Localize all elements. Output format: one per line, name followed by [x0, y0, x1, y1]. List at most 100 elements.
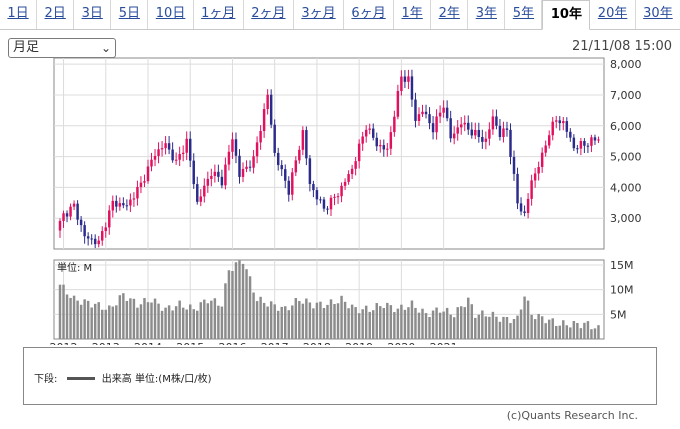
tab-11[interactable]: 3年 [468, 0, 506, 29]
candle-body [259, 131, 262, 143]
candle-body [393, 116, 396, 133]
volume-bar [597, 325, 600, 339]
tab-3[interactable]: 5日 [111, 0, 149, 29]
tab-2[interactable]: 3日 [74, 0, 112, 29]
candle-body [315, 190, 319, 200]
candle-body [512, 156, 516, 174]
volume-bar [291, 305, 294, 339]
volume-bar [547, 319, 551, 339]
candle-body [104, 227, 107, 232]
price-tick-label: 6,000 [610, 120, 642, 133]
tab-8[interactable]: 6ヶ月 [344, 0, 395, 29]
candle-body [329, 197, 333, 210]
candle-body [558, 120, 561, 124]
candle-body [86, 236, 90, 239]
candle-body [456, 127, 459, 134]
volume-bar [477, 314, 481, 339]
volume-bar [417, 312, 421, 339]
volume-bar [343, 301, 347, 339]
candle-body [241, 168, 245, 177]
candle-body [65, 213, 69, 217]
volume-bar [284, 306, 287, 339]
candle-body [129, 199, 132, 206]
volume-bar [431, 310, 435, 339]
candle-body [481, 136, 484, 142]
volume-bar [322, 308, 326, 339]
volume-tick-label: 5M [610, 308, 627, 321]
price-tick-label: 7,000 [610, 89, 642, 102]
candle-body [79, 219, 83, 226]
period-select[interactable]: 月足 ⌄ [8, 38, 116, 58]
tab-13[interactable]: 10年 [542, 0, 591, 30]
price-chart: 3,000 4,000 5,000 6,000 7,000 8,000 2012 2013 20… [50, 57, 642, 345]
volume-bar [188, 304, 192, 339]
volume-bar [452, 317, 456, 339]
tab-14[interactable]: 20年 [590, 0, 636, 29]
candle-body [167, 143, 171, 150]
candle-body [488, 129, 491, 139]
candle-body [227, 151, 231, 165]
candle-body [266, 94, 269, 110]
candle-body [83, 225, 86, 237]
candle-body [203, 185, 206, 197]
tab-5[interactable]: 1ヶ月 [194, 0, 244, 29]
tab-9[interactable]: 1年 [394, 0, 432, 29]
volume-bar [69, 297, 72, 339]
volume-bar [298, 301, 301, 339]
candle-body [593, 137, 597, 141]
candle-body [459, 124, 463, 128]
tab-4[interactable]: 10日 [148, 0, 194, 29]
candle-body [375, 137, 378, 147]
copyright: (c)Quants Research Inc. [506, 409, 638, 422]
volume-bar [329, 299, 333, 339]
volume-bar [248, 276, 252, 339]
volume-bar [357, 313, 361, 339]
candle-body [389, 132, 393, 149]
candle-body [343, 181, 347, 186]
volume-bar [463, 307, 466, 339]
candle-body [495, 116, 498, 126]
candle-body [93, 238, 97, 245]
candle-body [206, 178, 210, 186]
candle-body [583, 141, 586, 146]
volume-bar [280, 306, 283, 339]
volume-bar [79, 304, 83, 339]
tab-12[interactable]: 5年 [505, 0, 543, 29]
volume-bar [273, 304, 276, 339]
volume-bar [382, 308, 386, 339]
volume-bar [62, 284, 65, 339]
candle-body [340, 185, 343, 197]
volume-bar [129, 298, 132, 339]
volume-bar [386, 302, 389, 339]
candle-body [72, 203, 76, 207]
volume-bar [58, 284, 62, 339]
candle-body [178, 154, 181, 160]
volume-bar [305, 298, 308, 339]
volume-bar [262, 302, 266, 339]
candle-body [579, 141, 583, 149]
volume-bar [143, 298, 146, 339]
candle-body [234, 139, 238, 156]
volume-bar [375, 303, 378, 339]
candle-body [136, 187, 139, 199]
tab-0[interactable]: 1日 [0, 0, 38, 29]
tab-10[interactable]: 2年 [431, 0, 469, 29]
candle-body [69, 206, 72, 217]
volume-bar [533, 319, 537, 339]
candle-body [547, 135, 551, 146]
candle-body [291, 172, 294, 195]
candle-body [308, 158, 312, 185]
volume-bar [456, 307, 459, 339]
candle-body [565, 121, 569, 132]
volume-bar [224, 283, 227, 339]
tab-1[interactable]: 2日 [37, 0, 75, 29]
tab-6[interactable]: 2ヶ月 [244, 0, 294, 29]
volume-bar [125, 300, 129, 339]
tab-15[interactable]: 30年 [643, 6, 673, 21]
candle-body [108, 210, 111, 228]
candle-body [431, 123, 435, 133]
volume-bar [512, 319, 516, 339]
volume-bar [245, 269, 248, 339]
tab-7[interactable]: 3ヶ月 [294, 0, 345, 29]
volume-tick-label: 10M [610, 284, 634, 297]
